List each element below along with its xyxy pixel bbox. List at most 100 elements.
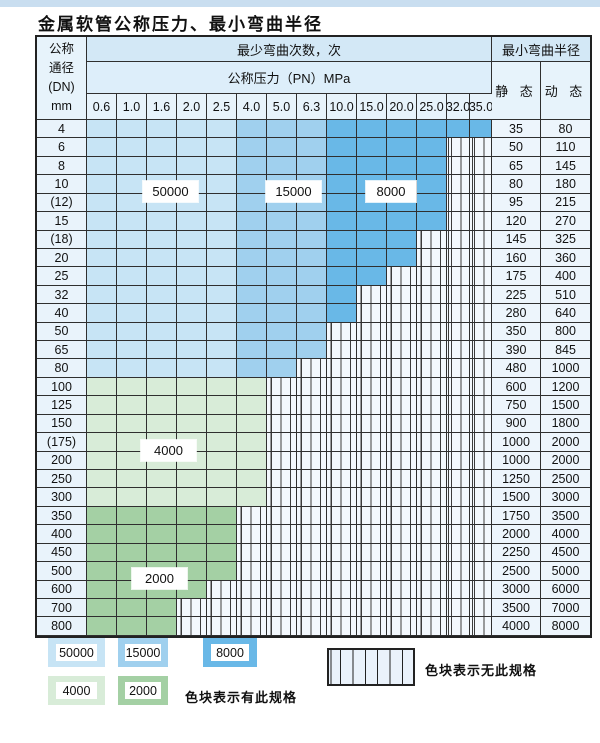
pressure-cell (297, 396, 327, 415)
pressure-cell (87, 212, 117, 231)
pressure-cell (267, 506, 297, 526)
pressure-cell (297, 488, 327, 507)
pressure-cell (237, 451, 267, 471)
pressure-cell (87, 156, 117, 176)
pressure-cell (267, 488, 297, 507)
pressure-cell (357, 506, 387, 526)
dynamic-radius-cell: 1800 (541, 414, 590, 434)
pressure-cell (357, 156, 387, 176)
pressure-cell (357, 322, 387, 342)
page-title: 金属软管公称压力、最小弯曲半径 (38, 15, 323, 34)
static-radius-cell: 225 (492, 285, 541, 305)
pressure-cell (177, 285, 207, 305)
pressure-cell (387, 543, 417, 563)
table-row: 800 4000 8000 (37, 617, 590, 636)
pressure-tick: 32.0 (447, 94, 470, 120)
pressure-cell (267, 451, 297, 471)
pressure-cell (470, 322, 492, 342)
pressure-cell (117, 156, 147, 176)
pressure-cell (327, 488, 357, 507)
pressure-cell (117, 470, 147, 489)
pressure-cell (267, 525, 297, 544)
pressure-cell (357, 377, 387, 397)
pressure-cell (87, 470, 117, 489)
pressure-cell (357, 617, 387, 636)
pressure-cell (237, 138, 267, 157)
pressure-cell (267, 396, 297, 415)
table-row: 8 65 145 (37, 156, 590, 176)
pressure-cell (87, 230, 117, 249)
pressure-cell (147, 470, 177, 489)
dn-cell: 600 (37, 580, 87, 599)
pressure-cell (237, 322, 267, 342)
pressure-cell (207, 248, 237, 268)
dynamic-radius-cell: 800 (541, 322, 590, 342)
dn-cell: 32 (37, 285, 87, 305)
legend-has-spec-text: 色块表示有此规格 (185, 690, 298, 705)
dynamic-radius-cell: 510 (541, 285, 590, 305)
pressure-cell (87, 598, 117, 618)
pressure-cell (327, 433, 357, 452)
pressure-cell (237, 580, 267, 599)
pressure-cell (87, 580, 117, 599)
dn-cell: (12) (37, 193, 87, 213)
pressure-cell (327, 414, 357, 434)
pressure-cell (417, 506, 447, 526)
pressure-tick: 5.0 (267, 94, 297, 120)
pressure-cell (297, 230, 327, 249)
cycles-label-4000: 4000 (141, 440, 196, 461)
table-row: 250 1250 2500 (37, 470, 590, 489)
dynamic-radius-cell: 3500 (541, 506, 590, 526)
pressure-cell (177, 617, 207, 636)
pressure-cell (297, 470, 327, 489)
pressure-cell (267, 248, 297, 268)
pressure-cell (237, 156, 267, 176)
pressure-cell (447, 285, 470, 305)
table-row: 20 160 360 (37, 248, 590, 268)
pressure-cell (327, 377, 357, 397)
pressure-cell (447, 138, 470, 157)
pressure-cell (327, 580, 357, 599)
pressure-cell (327, 138, 357, 157)
pressure-cell (147, 212, 177, 231)
dn-cell: 250 (37, 470, 87, 489)
static-radius-cell: 2250 (492, 543, 541, 563)
pressure-cell (327, 617, 357, 636)
pressure-cell (117, 304, 147, 323)
static-radius-cell: 900 (492, 414, 541, 434)
pressure-cell (117, 193, 147, 213)
pressure-cell (87, 138, 117, 157)
pressure-cell (417, 193, 447, 213)
pressure-cell (87, 304, 117, 323)
pressure-cell (267, 212, 297, 231)
dn-cell: 125 (37, 396, 87, 415)
static-radius-cell: 1750 (492, 506, 541, 526)
pressure-cell (387, 488, 417, 507)
pressure-cell (117, 617, 147, 636)
pressure-cell (447, 322, 470, 342)
pressure-cell (237, 617, 267, 636)
static-radius-cell: 3500 (492, 598, 541, 618)
pressure-cell (147, 377, 177, 397)
dynamic-radius-cell: 8000 (541, 617, 590, 636)
pressure-cell (147, 488, 177, 507)
table-row: 65 390 845 (37, 341, 590, 360)
pressure-cell (417, 156, 447, 176)
pressure-cell (327, 341, 357, 360)
pressure-cell (147, 506, 177, 526)
table-row: 15 120 270 (37, 212, 590, 231)
pressure-cell (327, 562, 357, 581)
table-row: 4 35 80 (37, 120, 590, 139)
pressure-cell (117, 120, 147, 139)
pressure-cell (237, 562, 267, 581)
dn-column-header: 公称 通径 (DN) mm (37, 37, 87, 120)
dynamic-radius-cell: 3000 (541, 488, 590, 507)
pressure-cell (297, 506, 327, 526)
pressure-cell (177, 525, 207, 544)
pressure-cell (267, 617, 297, 636)
pressure-cell (470, 138, 492, 157)
pressure-cell (87, 562, 117, 581)
dynamic-radius-cell: 6000 (541, 580, 590, 599)
static-radius-cell: 1250 (492, 470, 541, 489)
